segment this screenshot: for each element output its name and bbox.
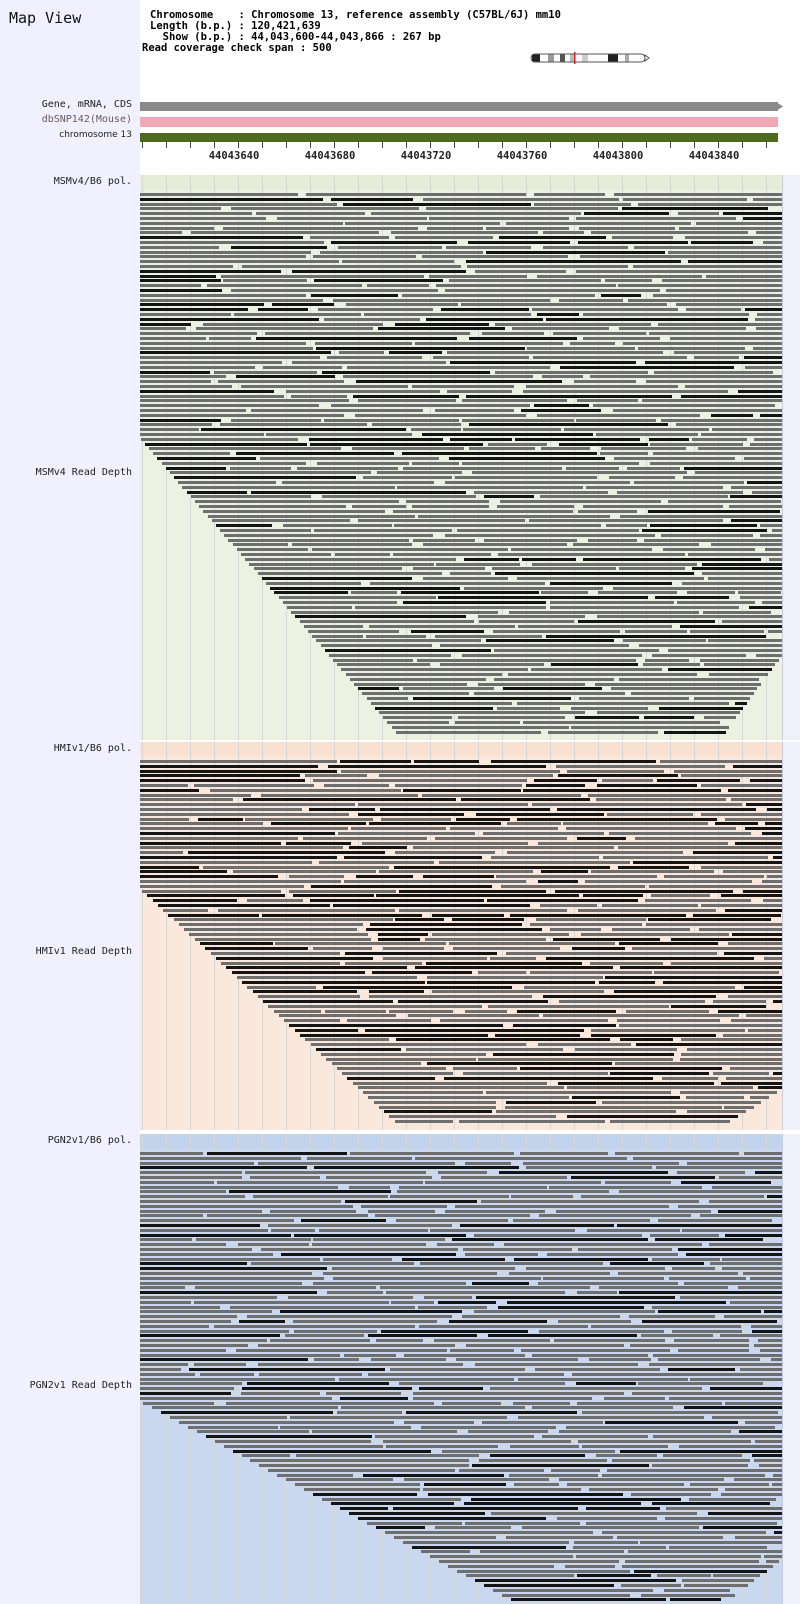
msmv4-scrollbar[interactable] xyxy=(782,175,800,740)
chromosome-ideogram-icon[interactable] xyxy=(530,52,650,64)
hmiv1-read-depth-track[interactable] xyxy=(140,757,782,1130)
ruler-tick xyxy=(622,142,623,148)
pgn2v1-depth-label[interactable]: PGN2v1 Read Depth xyxy=(29,1380,132,1391)
ruler-tick xyxy=(358,142,359,148)
ruler-tick xyxy=(238,142,239,148)
hmiv1-polymorphism-track[interactable] xyxy=(140,742,782,757)
gene-direction-arrow-icon xyxy=(776,102,783,111)
coverage-span-line: Read coverage check span : 500 xyxy=(142,42,332,54)
ruler-tick xyxy=(646,142,647,148)
show-range-line: Show (b.p.) : 44,043,600-44,043,866 : 26… xyxy=(150,31,441,43)
pgn2v1-pol-label[interactable]: PGN2v1/B6 pol. xyxy=(47,1135,132,1146)
msmv4-read-depth-track[interactable] xyxy=(140,190,782,740)
ruler-tick xyxy=(310,142,311,148)
ruler-tick-label: 44043640 xyxy=(208,150,260,162)
ruler-tick xyxy=(454,142,455,148)
ruler-tick xyxy=(382,142,383,148)
track-label-sidebar xyxy=(0,0,140,1604)
pgn2v1-read-depth-track[interactable] xyxy=(140,1149,782,1604)
msmv4-pol-label[interactable]: MSMv4/B6 pol. xyxy=(53,176,132,187)
pgn2v1-polymorphism-track[interactable] xyxy=(140,1134,782,1149)
ruler-tick xyxy=(718,142,719,148)
ruler-tick xyxy=(430,142,431,148)
ruler-tick-label: 44043840 xyxy=(688,150,740,162)
gene-track-bar[interactable] xyxy=(140,102,778,111)
ruler-tick xyxy=(406,142,407,148)
msmv4-depth-label[interactable]: MSMv4 Read Depth xyxy=(35,467,132,478)
ruler-tick xyxy=(598,142,599,148)
ruler-tick xyxy=(214,142,215,148)
ruler-tick xyxy=(166,142,167,148)
map-view-title: Map View xyxy=(9,9,82,27)
ruler-tick xyxy=(478,142,479,148)
chromosome-track-bar[interactable] xyxy=(140,133,778,142)
ruler-tick-label: 44043760 xyxy=(496,150,548,162)
length-line: Length (b.p.) : 120,421,639 xyxy=(150,20,321,32)
msmv4-polymorphism-track[interactable] xyxy=(140,175,782,190)
snp-track-label[interactable]: dbSNP142(Mouse) xyxy=(41,114,132,125)
ruler-tick xyxy=(190,142,191,148)
ruler-tick xyxy=(286,142,287,148)
ruler-tick xyxy=(526,142,527,148)
gene-track-label[interactable]: Gene, mRNA, CDS xyxy=(41,99,132,110)
ruler-tick-label: 44043720 xyxy=(400,150,452,162)
ruler-tick xyxy=(670,142,671,148)
ruler-tick xyxy=(262,142,263,148)
hmiv1-pol-label[interactable]: HMIv1/B6 pol. xyxy=(53,743,132,754)
ruler-tick xyxy=(694,142,695,148)
ruler-tick xyxy=(334,142,335,148)
chromosome-track-label[interactable]: chromosome 13 xyxy=(59,130,132,140)
pgn2v1-scrollbar[interactable] xyxy=(782,1134,800,1604)
ruler-tick xyxy=(574,142,575,148)
ruler-tick xyxy=(502,142,503,148)
ruler-tick xyxy=(550,142,551,148)
base-pair-ruler: 44043640 44043680 44043720 44043760 4404… xyxy=(140,142,782,178)
ruler-tick xyxy=(142,142,143,148)
ruler-tick-label: 44043680 xyxy=(304,150,356,162)
chromosome-line: Chromosome : Chromosome 13, reference as… xyxy=(150,9,561,21)
ruler-tick xyxy=(742,142,743,148)
hmiv1-scrollbar[interactable] xyxy=(782,742,800,1130)
ruler-tick xyxy=(766,142,767,148)
ruler-tick-label: 44043800 xyxy=(592,150,644,162)
hmiv1-depth-label[interactable]: HMIv1 Read Depth xyxy=(35,946,132,957)
location-info: Chromosome : Chromosome 13, reference as… xyxy=(142,9,561,54)
snp-track-bar[interactable] xyxy=(140,117,778,127)
